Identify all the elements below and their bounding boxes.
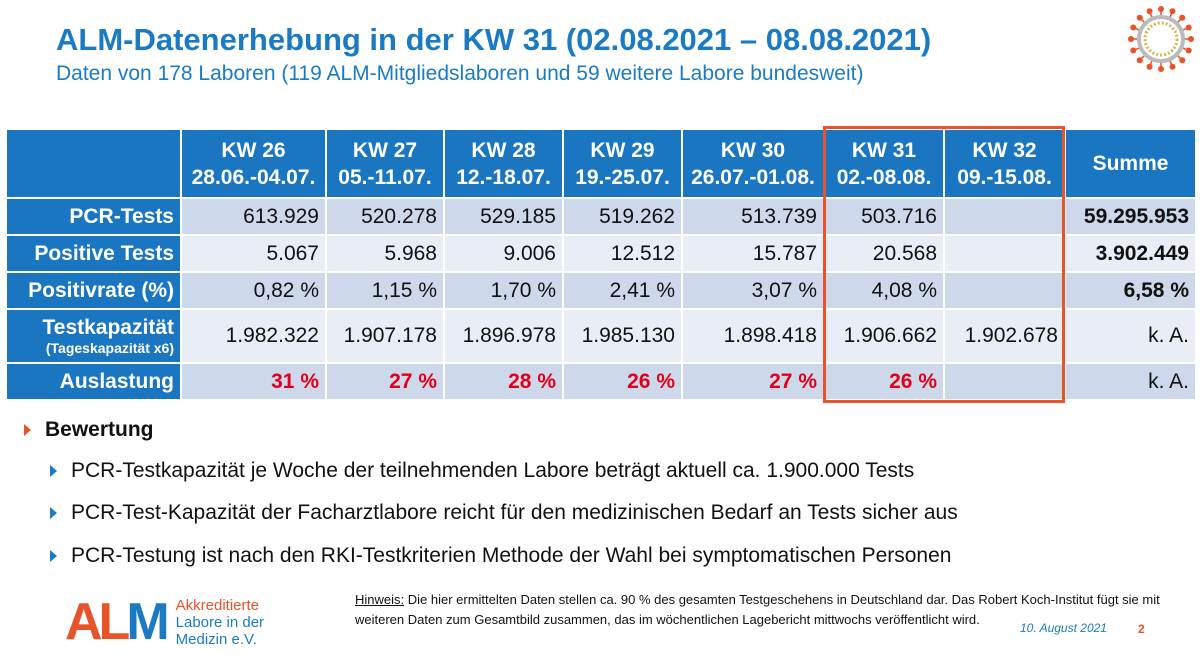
table-cell: 1.982.322 [180,308,327,364]
row-label: PCR-Tests [5,197,182,236]
table-cell: 28 % [443,362,564,401]
table-cell: 519.262 [562,197,683,236]
table-cell: 15.787 [681,234,825,273]
sum-cell: k. A. [1064,362,1197,401]
table-cell: 1.906.662 [823,308,945,364]
table-cell: 1,70 % [443,271,564,310]
col-kw30: KW 30 26.07.-01.08. [681,128,825,199]
table-cell: 5.067 [180,234,327,273]
alm-logo: AL M Akkreditierte Labore in der Medizin e.… [65,593,265,651]
table-row: PCR-Tests 613.929 520.278 529.185 519.262 513… [5,197,1197,236]
table-cell: 1,15 % [325,271,445,310]
table-cell: 12.512 [562,234,683,273]
table-cell: 26 % [562,362,683,401]
table-cell: 1.898.418 [681,308,825,364]
table-cell: 3,07 % [681,271,825,310]
table-cell: 529.185 [443,197,564,236]
table-cell [943,234,1066,273]
sum-cell: 59.295.953 [1064,197,1197,236]
table-cell: 613.929 [180,197,327,236]
data-table: KW 26 28.06.-04.07. KW 27 05.-11.07. KW 28… [5,128,1197,401]
page-title: ALM-Datenerhebung in der KW 31 (02.08.20… [56,22,932,57]
table-cell: 1.902.678 [943,308,1066,364]
table-row: Auslastung 31 % 27 % 28 % 26 % 27 % 26 % k. A. [5,362,1197,401]
row-label: Auslastung [5,362,182,401]
col-summe: Summe [1064,128,1197,199]
table-cell: 9.006 [443,234,564,273]
table-cell: 0,82 % [180,271,327,310]
bullet-item: PCR-Testkapazität je Woche der teilnehme… [50,459,914,483]
table-cell: 4,08 % [823,271,945,310]
col-kw26: KW 26 28.06.-04.07. [180,128,327,199]
table-row: Positivrate (%) 0,82 % 1,15 % 1,70 % 2,41 % 3… [5,271,1197,310]
sum-cell: k. A. [1064,308,1197,364]
col-kw28: KW 28 12.-18.07. [443,128,564,199]
table-cell: 2,41 % [562,271,683,310]
table-cell: 503.716 [823,197,945,236]
col-kw29: KW 29 19.-25.07. [562,128,683,199]
current-week-highlight [823,126,1065,403]
table-row: Positive Tests 5.067 5.968 9.006 12.512 15.78… [5,234,1197,273]
table-cell: 27 % [681,362,825,401]
col-kw27: KW 27 05.-11.07. [325,128,445,199]
row-label: Positivrate (%) [5,271,182,310]
row-label: Positive Tests [5,234,182,273]
table-cell: 27 % [325,362,445,401]
table-cell: 513.739 [681,197,825,236]
bullet-item: PCR-Testung ist nach den RKI-Testkriteri… [50,544,951,568]
col-kw31: KW 31 02.-08.08. [823,128,945,199]
table-cell [943,362,1066,401]
table-cell: 520.278 [325,197,445,236]
table-cell: 26 % [823,362,945,401]
table-row: Testkapazität (Tageskapazität x6) 1.982.32… [5,308,1197,364]
bullet-icon [50,507,57,520]
bewertung-heading: Bewertung [24,418,154,442]
virus-icon [1128,6,1194,72]
page-subtitle: Daten von 178 Laboren (119 ALM-Mitglieds… [56,62,864,85]
bullet-icon [24,424,31,437]
table-cell: 1.896.978 [443,308,564,364]
row-label: Testkapazität (Tageskapazität x6) [5,308,182,364]
sum-cell: 6,58 % [1064,271,1197,310]
bullet-item: PCR-Test-Kapazität der Facharztlabore re… [50,501,958,525]
page-number: 2 [1138,622,1145,636]
sum-cell: 3.902.449 [1064,234,1197,273]
table-cell: 31 % [180,362,327,401]
table-cell: 1.985.130 [562,308,683,364]
date: 10. August 2021 [1020,621,1107,635]
bullet-icon [50,550,57,563]
col-kw32: KW 32 09.-15.08. [943,128,1066,199]
table-cell: 1.907.178 [325,308,445,364]
hinweis-note: Hinweis: Die hier ermittelten Daten stel… [355,592,1160,627]
table-cell [943,197,1066,236]
table-cell [943,271,1066,310]
bullet-icon [50,465,57,478]
table-cell: 5.968 [325,234,445,273]
corner-cell [5,128,182,199]
